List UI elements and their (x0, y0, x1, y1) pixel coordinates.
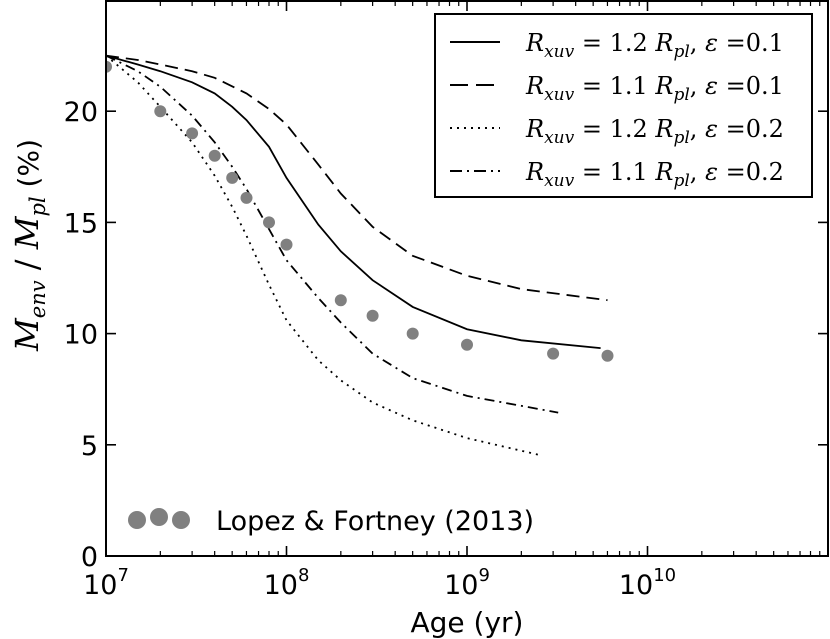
legend-box (434, 13, 813, 198)
data-point (366, 309, 379, 322)
data-point (186, 127, 199, 140)
legend-label-4: Rxuv = 1.1 Rpl, ε =0.2 (525, 158, 784, 191)
y-tick-label: 15 (64, 208, 98, 239)
data-point (406, 327, 419, 340)
plot-frame (105, 0, 829, 557)
x-tick-label: 1010 (619, 565, 676, 601)
y-tick-label: 10 (64, 320, 98, 351)
points-legend-label: Lopez & Fortney (2013) (216, 506, 534, 537)
y-axis-title: Menv / Mpl (%) (8, 139, 50, 352)
data-point (226, 171, 239, 184)
legend-marker (172, 511, 190, 529)
data-point (240, 191, 253, 204)
legend-marker (128, 511, 146, 529)
x-tick-label: 109 (444, 565, 490, 601)
legend-marker (150, 508, 168, 526)
series-line-2 (106, 54, 608, 302)
x-tick-label: 107 (83, 565, 129, 601)
legend-label-2: Rxuv = 1.1 Rpl, ε =0.1 (525, 72, 784, 105)
x-tick-label: 108 (264, 565, 310, 601)
y-tick-label: 0 (81, 542, 98, 573)
series-line-4 (106, 54, 559, 414)
data-point (106, 60, 112, 73)
data-point (547, 347, 560, 360)
data-point (280, 238, 293, 251)
y-tick-label: 5 (81, 431, 98, 462)
data-point (461, 338, 473, 351)
series-line-1 (106, 54, 601, 349)
x-axis-title: Age (yr) (411, 606, 524, 639)
data-point (601, 349, 614, 362)
legend-label-3: Rxuv = 1.2 Rpl, ε =0.2 (525, 115, 784, 148)
data-point (334, 294, 347, 307)
data-point (208, 149, 221, 162)
legend-label-1: Rxuv = 1.2 Rpl, ε =0.1 (525, 29, 784, 62)
data-point (263, 216, 275, 229)
data-point (154, 105, 167, 118)
y-tick-label: 20 (64, 97, 98, 128)
